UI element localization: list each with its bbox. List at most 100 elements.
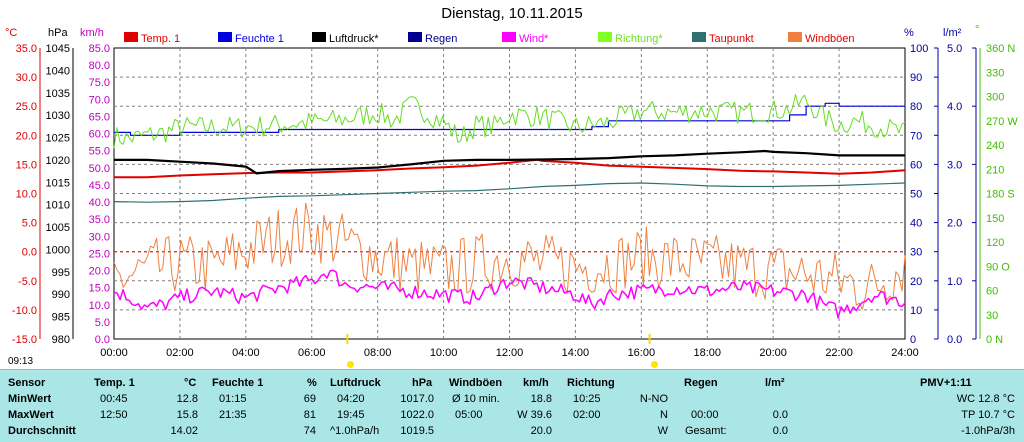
regen-total-value: 0.0 [772,425,788,437]
direction-tick-label: 360 N [986,43,1015,55]
regen-header: Regen [684,377,718,389]
direction-tick-label: 90 O [986,261,1010,273]
pressure-tick-label: 1040 [46,65,70,77]
humidity-tick-label: 100 [910,43,928,55]
x-tick-label: 02:00 [166,347,194,359]
druck-header: Luftdruck [330,377,381,389]
row-label-min: MinWert [8,393,52,405]
temp-tick-label: 0.0 [22,247,37,259]
pressure-unit-label: hPa [48,27,68,39]
legend-swatch [218,32,232,42]
pressure-tick-label: 985 [52,312,70,324]
humidity-tick-label: 50 [910,189,922,201]
feuchte-unit-header: % [307,377,317,389]
pressure-tick-label: 1030 [46,110,70,122]
humidity-tick-label: 20 [910,276,922,288]
direction-unit-label: ° [975,24,979,36]
humidity-tick-label: 40 [910,218,922,230]
direction-tick-label: 180 S [986,189,1015,201]
rain-tick-label: 1.0 [947,276,962,288]
temp-tick-label: -5.0 [18,276,37,288]
humidity-tick-label: 80 [910,101,922,113]
legend-swatch [598,32,612,42]
direction-tick-label: 150 [986,213,1004,225]
legend-label: Feuchte 1 [235,33,284,45]
x-tick-label: 14:00 [562,347,590,359]
regen-total-label: Gesamt: [685,425,727,437]
rain-tick-label: 2.0 [947,218,962,230]
boeen-max-time: 05:00 [455,409,483,421]
boeen-max-value: W 39.6 [517,409,552,421]
temp-header: Temp. 1 [94,377,135,389]
direction-tick-label: 300 [986,92,1004,104]
feuchte-header: Feuchte 1 [212,377,264,389]
weather-chart: 35.0 30.0 25.0 20.0 15.0 10.0 5.0 0.0 -5.0 -10.0 -… [5,24,1018,359]
pressure-tick-label: 1010 [46,200,70,212]
regen-max-time: 00:00 [691,409,719,421]
wind-tick-label: 45.0 [89,180,110,192]
wind-tick-label: 60.0 [89,129,110,141]
x-tick-label: 04:00 [232,347,260,359]
pressure-tick-label: 980 [52,334,70,346]
richtung-r2-time: 02:00 [573,409,601,421]
direction-tick-label: 30 [986,310,998,322]
temp-unit-header: °C [184,377,197,389]
feuchte-max-value: 81 [303,409,316,421]
direction-tick-label: 270 W [986,116,1018,128]
sensor-header: Sensor [8,377,46,389]
wind-tick-label: 10.0 [89,300,110,312]
x-tick-label: 12:00 [496,347,524,359]
direction-tick-label: 210 [986,164,1004,176]
sunset-icon [651,361,658,368]
direction-tick-label: 120 [986,237,1004,249]
legend-label: Windböen [805,33,855,45]
temp-tick-label: -10.0 [12,305,37,317]
humidity-tick-label: 0 [910,334,916,346]
feuchte-min-value: 69 [303,393,316,405]
pressure-tick-label: 1025 [46,133,70,145]
legend-swatch [408,32,422,42]
chart-title: Dienstag, 10.11.2015 [441,5,583,22]
x-tick-label: 22:00 [825,347,853,359]
pmv-tp: TP 10.7 °C [961,409,1015,421]
wind-tick-label: 75.0 [89,77,110,89]
regen-max-value: 0.0 [772,409,788,421]
pmv-trend: -1.0hPa/3h [961,425,1015,437]
wind-tick-label: 15.0 [89,283,110,295]
legend-label: Luftdruck* [329,33,379,45]
wind-tick-label: 80.0 [89,60,110,72]
rain-unit-label: l/m² [943,27,962,39]
legend-swatch [502,32,516,42]
temp-tick-label: 20.0 [16,130,37,142]
legend-swatch [692,32,706,42]
temp-tick-label: 10.0 [16,189,37,201]
wind-tick-label: 40.0 [89,197,110,209]
x-tick-label: 00:00 [100,347,128,359]
x-tick-label: 06:00 [298,347,326,359]
pressure-tick-label: 1015 [46,177,70,189]
wind-tick-label: 0.0 [95,334,110,346]
pmv-wc: WC 12.8 °C [956,393,1015,405]
boeen-avg10-label: Ø 10 min. [452,393,500,405]
wind-tick-label: 70.0 [89,94,110,106]
temp-unit-label: °C [5,27,17,39]
temp-tick-label: 5.0 [22,218,37,230]
wind-tick-label: 85.0 [89,43,110,55]
legend-label: Temp. 1 [141,33,180,45]
rain-tick-label: 4.0 [947,101,962,113]
boeen-avg-value: 20.0 [530,425,552,437]
pressure-tick-label: 990 [52,289,70,301]
x-tick-label: 24:00 [891,347,919,359]
feuchte-min-time: 01:15 [219,393,247,405]
temp-tick-label: 35.0 [16,43,37,55]
pressure-tick-label: 1000 [46,244,70,256]
boeen-avg10-value: 18.8 [530,393,552,405]
series-wind- [113,269,906,319]
series-luftdruck- [114,149,905,175]
temp-min-value: 12.8 [176,393,198,405]
sunrise-icon [347,361,354,368]
series-richtung- [113,94,906,149]
x-tick-label: 16:00 [628,347,656,359]
temp-tick-label: 15.0 [16,159,37,171]
pmv-header: PMV+1:11 [920,377,972,389]
